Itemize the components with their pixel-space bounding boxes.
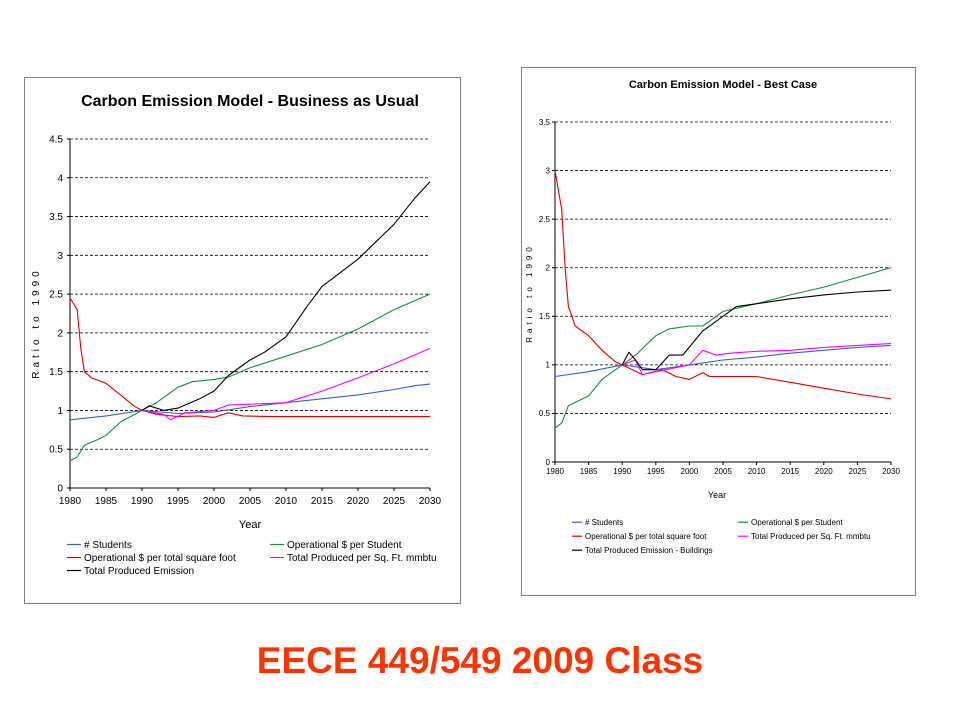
x-tick-label: 2030 bbox=[419, 496, 442, 507]
y-tick-label: 1 bbox=[57, 406, 63, 417]
chart-svg-business-as-usual: Carbon Emission Model - Business as Usua… bbox=[31, 93, 442, 577]
y-tick-label: 2.5 bbox=[49, 290, 63, 301]
y-tick-label: 3.5 bbox=[49, 212, 63, 223]
x-tick-label: 1990 bbox=[131, 496, 154, 507]
series-line bbox=[554, 344, 892, 378]
x-tick-label: 2000 bbox=[203, 496, 226, 507]
chart-title: Carbon Emission Model - Business as Usua… bbox=[81, 93, 419, 110]
x-tick-label: 1995 bbox=[647, 467, 665, 476]
legend-label: Total Produced per Sq. Ft. mmbtu bbox=[751, 532, 871, 541]
legend-label: Total Produced Emission - Buildings bbox=[585, 546, 713, 555]
y-tick-label: 2 bbox=[57, 328, 63, 339]
x-tick-label: 1980 bbox=[59, 496, 82, 507]
x-tick-label: 1995 bbox=[167, 496, 190, 507]
y-tick-label: 0 bbox=[57, 484, 63, 495]
x-tick-label: 2025 bbox=[849, 467, 867, 476]
series-line bbox=[554, 170, 892, 400]
y-tick-label: 1.5 bbox=[49, 367, 63, 378]
chart-svg-best-case: Carbon Emission Model - Best Case 0 0.5 1 1.… bbox=[525, 79, 900, 555]
legend-label: # Students bbox=[84, 540, 132, 551]
x-axis-label: Year bbox=[239, 519, 262, 531]
y-tick-label: 0.5 bbox=[49, 445, 63, 456]
y-tick-label: 2.5 bbox=[539, 215, 551, 224]
y-tick-label: 4 bbox=[57, 173, 63, 184]
y-tick-label: 2 bbox=[546, 264, 551, 273]
x-tick-label: 1990 bbox=[613, 467, 631, 476]
y-tick-label: 3.5 bbox=[539, 118, 551, 127]
series-line bbox=[69, 383, 431, 421]
legend-label: Operational $ per Student bbox=[287, 540, 402, 551]
series-line bbox=[141, 347, 431, 421]
y-tick-label: 3 bbox=[57, 251, 63, 262]
x-tick-label: 1985 bbox=[95, 496, 118, 507]
series-line bbox=[622, 342, 892, 376]
y-tick-label: 0 bbox=[546, 458, 551, 467]
y-axis-label: Ratio to 1990 bbox=[31, 267, 42, 379]
x-tick-label: 2005 bbox=[239, 496, 262, 507]
y-tick-label: 0.5 bbox=[539, 409, 551, 418]
x-tick-label: 2010 bbox=[748, 467, 766, 476]
chart-title: Carbon Emission Model - Best Case bbox=[629, 79, 817, 91]
y-tick-label: 4.5 bbox=[49, 135, 63, 146]
x-tick-label: 2005 bbox=[714, 467, 732, 476]
x-tick-label: 2015 bbox=[781, 467, 799, 476]
x-tick-label: 2000 bbox=[681, 467, 699, 476]
series-line bbox=[69, 297, 430, 418]
x-tick-label: 2020 bbox=[347, 496, 370, 507]
chart-best-case: Carbon Emission Model - Best Case 0 0.5 1 1.… bbox=[521, 67, 916, 596]
series-line bbox=[69, 293, 431, 462]
series-line bbox=[141, 181, 431, 411]
x-tick-label: 2025 bbox=[383, 496, 406, 507]
footer-class-label: EECE 449/549 2009 Class bbox=[256, 640, 704, 681]
y-tick-label: 3 bbox=[546, 166, 551, 175]
series-line bbox=[554, 267, 892, 429]
y-axis-label: Ratio to 1990 bbox=[525, 243, 534, 343]
legend-label: Operational $ per total square foot bbox=[84, 553, 236, 564]
y-tick-label: 1.5 bbox=[539, 312, 551, 321]
x-tick-label: 1980 bbox=[546, 467, 564, 476]
y-tick-label: 1 bbox=[546, 361, 551, 370]
legend-label: Operational $ per Student bbox=[751, 518, 843, 527]
chart-business-as-usual: Carbon Emission Model - Business as Usua… bbox=[24, 77, 461, 604]
x-tick-label: 1985 bbox=[580, 467, 598, 476]
x-tick-label: 2030 bbox=[882, 467, 900, 476]
legend-label: # Students bbox=[585, 518, 623, 527]
legend-label: Total Produced per Sq. Ft. mmbtu bbox=[287, 553, 437, 564]
legend-label: Operational $ per total square foot bbox=[585, 532, 707, 541]
x-tick-label: 2020 bbox=[815, 467, 833, 476]
x-tick-label: 2015 bbox=[311, 496, 334, 507]
x-axis-label: Year bbox=[708, 490, 726, 500]
x-tick-label: 2010 bbox=[275, 496, 298, 507]
legend-label: Total Produced Emission bbox=[84, 566, 194, 577]
series-line bbox=[621, 289, 892, 371]
